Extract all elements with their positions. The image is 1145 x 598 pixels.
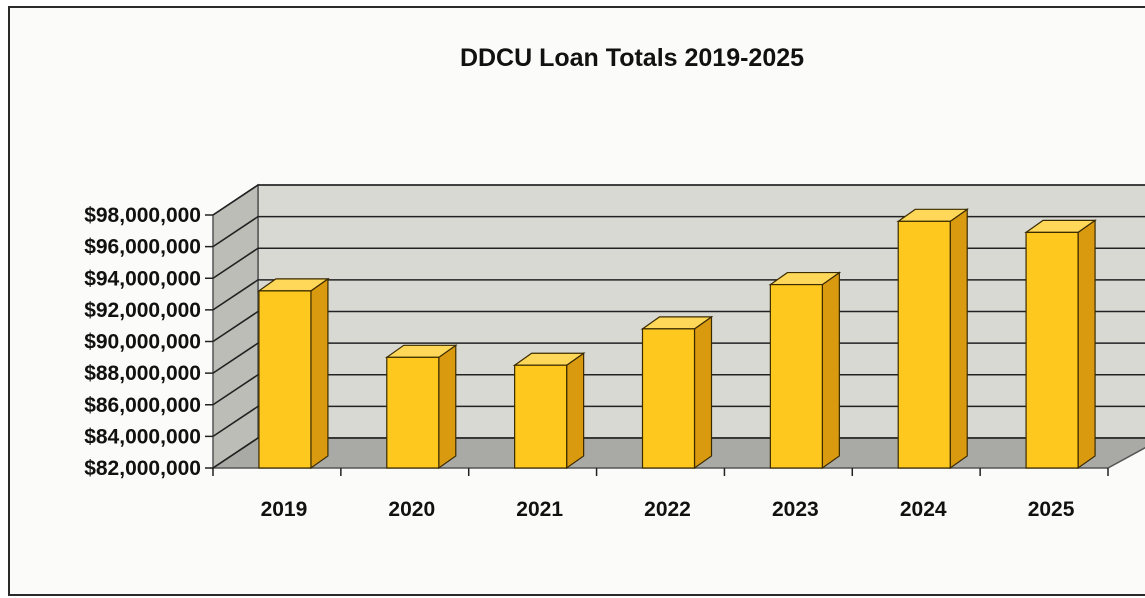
bar-front [1025,231,1079,469]
bar-side [693,315,713,470]
bar [257,277,330,470]
x-tick-label: 2021 [516,498,563,521]
y-axis-ticks: $82,000,000 $84,000,000 $86,000,000 $88,000… [84,204,213,480]
bar-side [310,277,329,470]
gridline [212,184,1145,216]
gridline [212,405,1145,438]
bar-front [386,356,440,469]
y-tick-label: $92,000,000 [84,299,201,322]
bar-side [821,271,840,470]
bar [896,208,970,470]
gridline [212,279,1145,311]
chart-frame: DDCU Loan Totals 2019-2025 $82,000,000 $8… [8,6,1145,596]
gridline [212,373,1145,406]
y-tick-label: $98,000,000 [84,204,201,227]
x-tick-label: 2023 [772,498,819,521]
bar [1024,219,1097,470]
gridline [212,437,1145,469]
x-axis-ticks: 2019 2020 2021 2022 2023 2024 2025 [212,468,1109,521]
bar-chart: DDCU Loan Totals 2019-2025 $82,000,000$8… [84,44,1145,521]
gridline [212,310,1145,343]
bar [640,315,714,470]
y-tick-label: $88,000,000 [84,362,201,385]
y-tick-label: $82,000,000 [84,457,201,480]
x-tick-label: 2020 [388,498,435,521]
chart-title: DDCU Loan Totals 2019-2025 [460,44,804,72]
bar-front [897,220,951,469]
bar-front [258,290,312,469]
y-tick-label: $90,000,000 [84,331,201,354]
bar [512,352,586,470]
bars [257,208,1097,470]
bar-side [1077,219,1096,470]
gridlines [212,184,1145,469]
x-tick-label: 2024 [900,498,947,521]
bar-side [438,344,457,470]
bar-front [641,328,696,469]
x-tick-label: 2019 [261,498,308,521]
gridline [212,342,1145,374]
y-tick-label: $84,000,000 [84,425,201,448]
bar-front [514,364,568,469]
bar-front [769,283,823,469]
bar [384,344,458,470]
x-tick-label: 2025 [1028,498,1075,521]
bar [768,271,842,470]
y-tick-label: $94,000,000 [84,267,201,290]
bar-side [949,208,968,470]
gridline [212,215,1145,248]
bar-side [566,352,585,470]
y-tick-label: $96,000,000 [84,236,201,259]
gridline [212,247,1145,279]
y-tick-label: $86,000,000 [84,394,201,417]
x-tick-label: 2022 [644,498,691,521]
